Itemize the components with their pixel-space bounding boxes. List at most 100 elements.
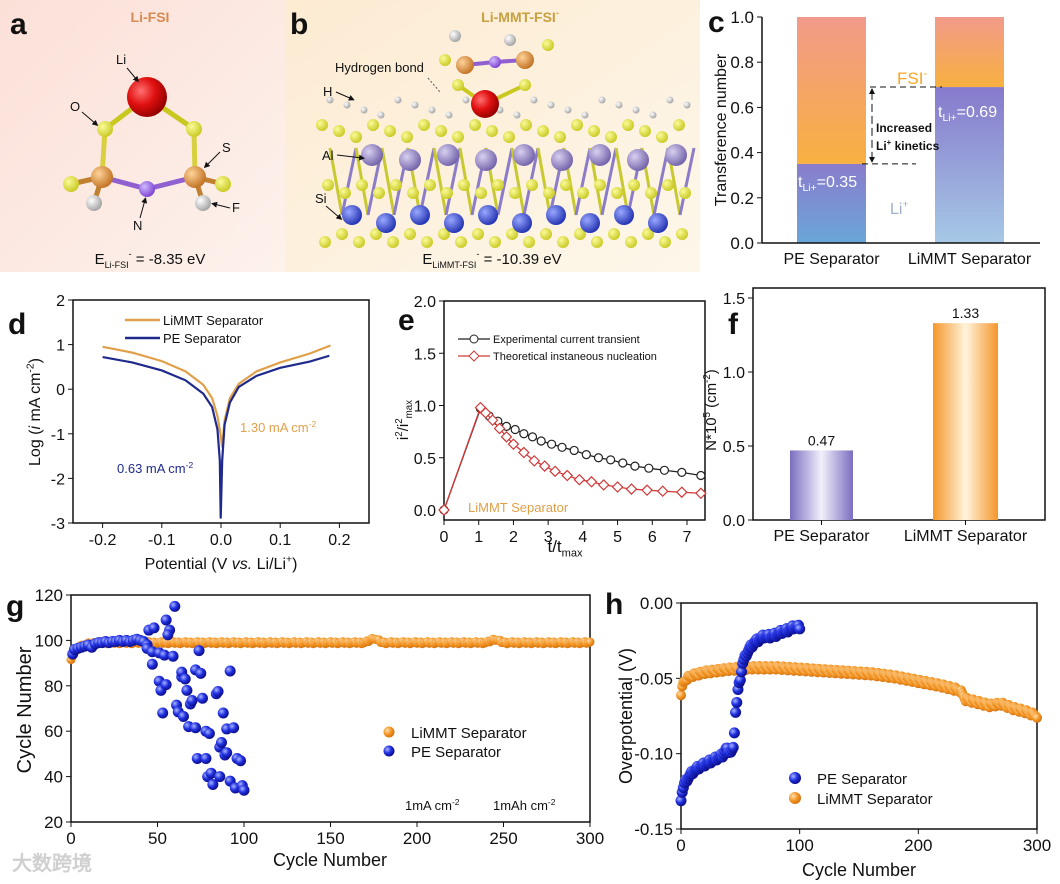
o-atom [557, 236, 569, 248]
s-atom [184, 166, 206, 188]
o-atom [438, 228, 450, 240]
hydrogen-bond-pointer [427, 77, 441, 93]
al-atom [589, 144, 611, 166]
y-tick-label: 80 [44, 677, 63, 696]
diamond-marker [573, 473, 586, 486]
annotation-pe-current: 0.63 mA cm-2 [117, 460, 193, 476]
h-atom [683, 101, 691, 109]
pe-point [730, 706, 742, 718]
o-atom [543, 187, 555, 199]
condition-label: 1mAh cm-2 [493, 797, 556, 813]
legend-marker-icon [789, 792, 801, 804]
o-atom [421, 236, 433, 248]
diamond-marker [517, 446, 530, 459]
o-atom [506, 228, 518, 240]
o-atom [401, 131, 413, 143]
o-atom [519, 79, 531, 91]
y-tick-label: 0.8 [730, 53, 754, 72]
pe-transference-value-part: t [798, 174, 803, 191]
o-atom [526, 179, 538, 191]
o-atom [439, 54, 451, 66]
o-atom [588, 125, 600, 137]
s-atom [91, 166, 113, 188]
label-h: H [323, 84, 332, 99]
o-atom [339, 187, 351, 199]
condition-label-part: 1mA cm [405, 798, 452, 813]
o-atom [370, 228, 382, 240]
label-hydrogen-bond: Hydrogen bond [335, 60, 424, 75]
bond [432, 147, 448, 216]
x-axis-label: Cycle Number [802, 860, 916, 880]
h-atom [581, 111, 589, 119]
o-atom [642, 228, 654, 240]
o-atom [645, 187, 657, 199]
pe-point [181, 684, 193, 696]
diamond-marker [656, 485, 669, 498]
label-si: Si [315, 191, 327, 206]
bond [380, 147, 396, 216]
bar-fsi-1 [935, 17, 1004, 88]
si-atom [478, 205, 498, 225]
h-atom [394, 96, 402, 104]
x-tick-label: 300 [1023, 836, 1051, 855]
x-tick-label: 50 [148, 829, 167, 848]
diamond-marker [585, 475, 598, 488]
y-axis-label-part: -2 [702, 374, 713, 383]
bar-value-label: 1.33 [952, 305, 979, 321]
o-atom [662, 179, 674, 191]
panel-a-background [0, 0, 285, 272]
legend-label: LiMMT Separator [411, 725, 527, 742]
annotation-line2-part: + [887, 138, 892, 147]
h-atom [411, 101, 419, 109]
o-atom [336, 228, 348, 240]
bar-value-label: 0.47 [808, 432, 835, 448]
label-s: S [222, 140, 231, 155]
o-atom [492, 179, 504, 191]
y-tick-label: 0.00 [640, 594, 673, 613]
h-atom [530, 96, 538, 104]
pe-point [214, 771, 226, 783]
y-tick-label: 1.0 [723, 365, 745, 382]
li-label-part: + [902, 200, 908, 211]
y-tick-label: 1.5 [414, 346, 436, 363]
pe-point [217, 707, 229, 719]
pe-point [731, 696, 743, 708]
pentagon-marker [644, 463, 654, 473]
y-axis-label-part: N*10 [703, 417, 720, 450]
o-atom [605, 131, 617, 143]
legend-pentagon-icon [469, 334, 479, 344]
category-label: LiMMT Separator [908, 251, 1032, 268]
x-tick-label: 7 [683, 529, 692, 546]
al-atom [627, 149, 649, 171]
o-atom [350, 131, 362, 143]
bar-fsi-0 [797, 17, 866, 164]
x-axis-label: Potential (V vs. Li/Li+) [145, 555, 298, 573]
x-tick-label: 0.1 [269, 532, 291, 549]
y-axis-label: Log (i mA cm-2) [26, 358, 44, 466]
pentagon-marker [581, 450, 591, 460]
li-label-part: Li [890, 201, 902, 218]
pe-point [162, 629, 174, 641]
pe-point [228, 722, 240, 734]
diamond-marker [507, 438, 520, 451]
line-series-0 [102, 344, 331, 448]
x-tick-label: 0 [440, 529, 449, 546]
o-atom [418, 119, 430, 131]
x-axis-label: Cycle Number [273, 850, 387, 870]
o-atom [540, 228, 552, 240]
atom-labels-a: Li O S N F [70, 52, 240, 233]
energy-subscript: Li-FSI [105, 260, 129, 270]
energy-superscript: - [476, 249, 479, 259]
legend-marker-icon [383, 745, 395, 757]
h-atom [462, 96, 470, 104]
panel-a-title: Li-FSI [131, 9, 170, 25]
limmt-transference-value: tLi+=0.69 [938, 104, 997, 124]
condition-label: 1mA cm-2 [405, 797, 460, 813]
o-atom [523, 236, 535, 248]
diamond-marker [493, 422, 506, 435]
o-atom [472, 228, 484, 240]
label-o: O [70, 99, 80, 114]
pentagon-marker [696, 470, 706, 481]
panel-b: b Li-MMT-FSI- Hydrogen bond H Al Si ELiM… [285, 0, 700, 272]
